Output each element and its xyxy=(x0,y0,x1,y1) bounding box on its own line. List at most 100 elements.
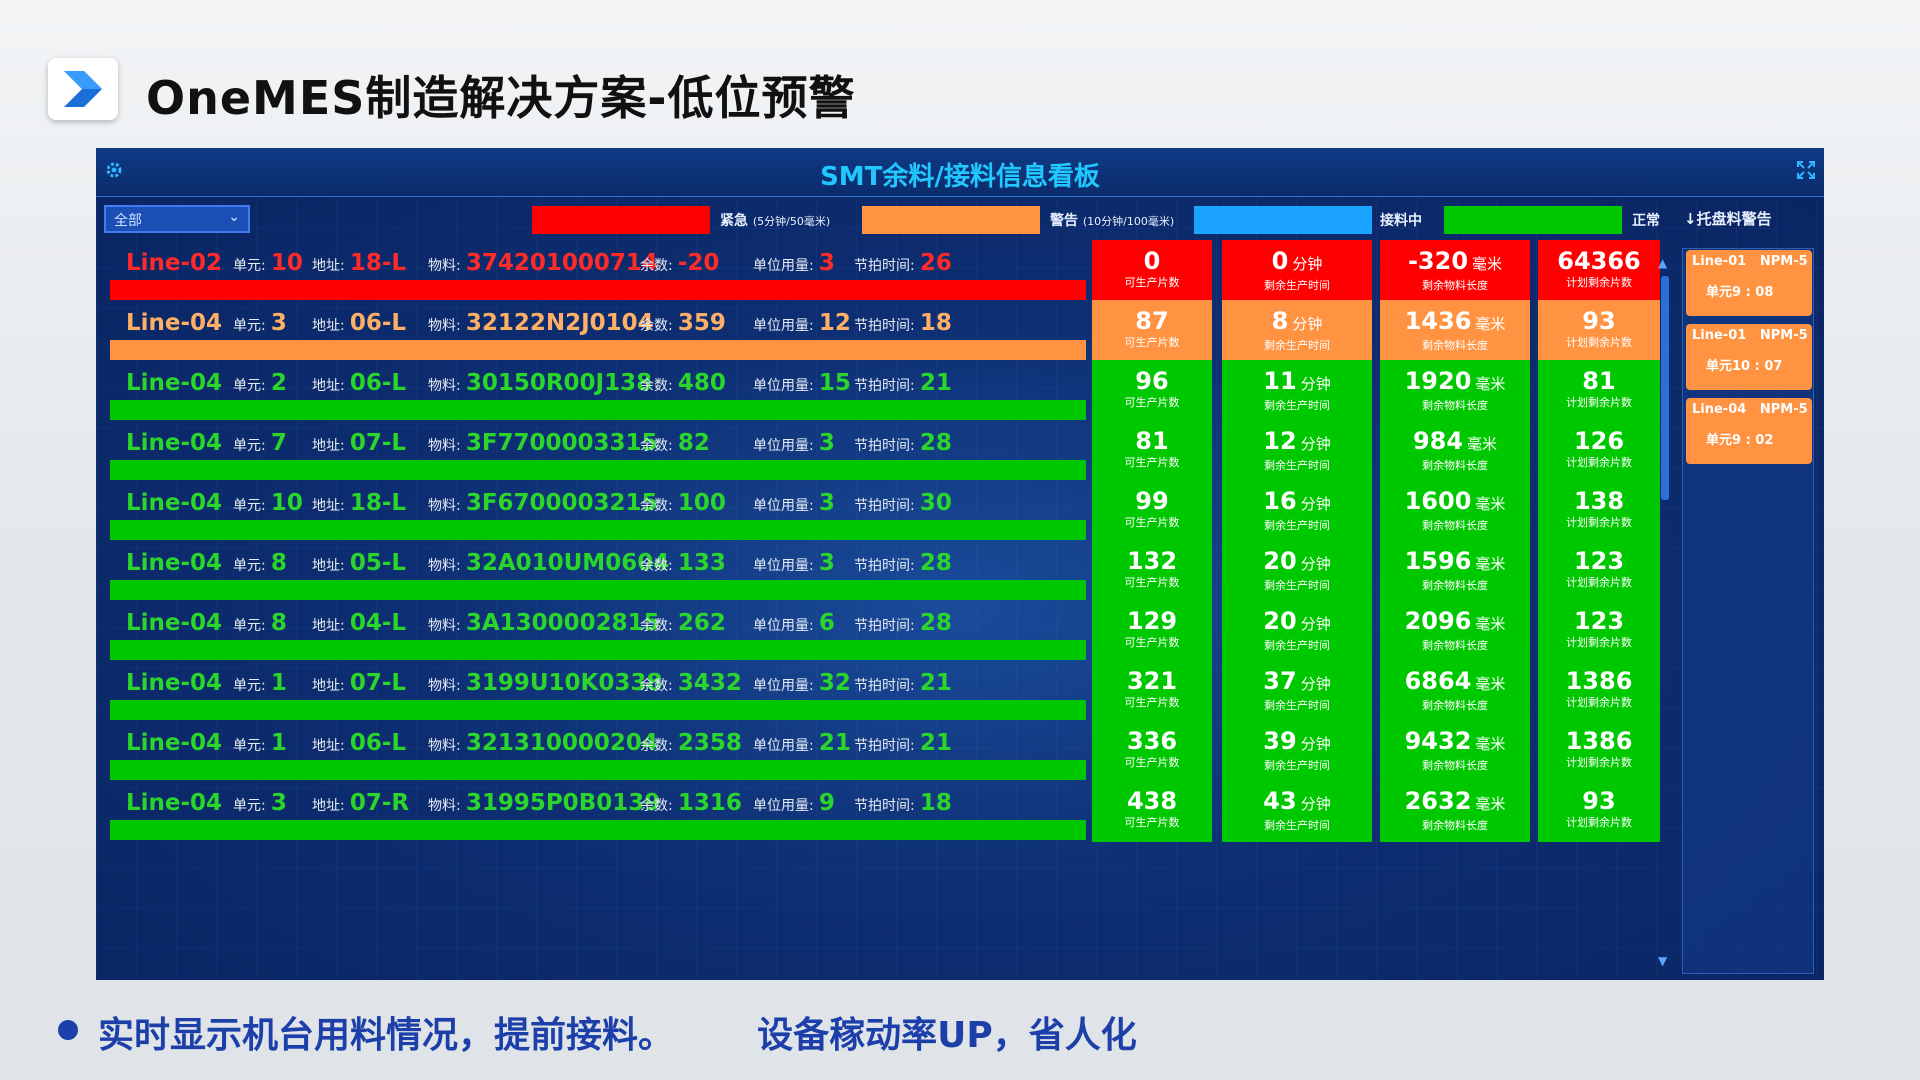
material-value: 374201000714 xyxy=(465,250,658,276)
usage-value: 3 xyxy=(818,490,835,516)
line-name: Line-04 xyxy=(126,730,223,756)
line-name: Line-04 xyxy=(126,430,223,456)
addr-label: 地址: xyxy=(312,558,345,574)
length-box: 9432 毫米 剩余物料长度 xyxy=(1380,720,1530,782)
plan-value: 123 xyxy=(1573,547,1625,575)
tray-warning-card[interactable]: Line-01 NPM-5 单元9 : 08 xyxy=(1686,250,1812,316)
length-unit: 毫米 xyxy=(1475,375,1506,393)
material-row[interactable]: Line-04 单元: 1 地址: 07-L 物料: 3199U10K0338 … xyxy=(110,660,1670,724)
minutes-unit: 分钟 xyxy=(1300,435,1331,453)
length-caption: 剩余物料长度 xyxy=(1422,339,1488,352)
tray-warning-header[interactable]: ↓托盘料警告 xyxy=(1684,210,1772,228)
material-row[interactable]: Line-02 单元: 10 地址: 18-L 物料: 374201000714… xyxy=(110,240,1670,304)
plan-caption: 计划剩余片数 xyxy=(1566,576,1632,589)
addr-value: 07-L xyxy=(349,430,407,456)
length-value: 1436 xyxy=(1404,307,1472,335)
addr-label: 地址: xyxy=(312,318,345,334)
unit-label: 单元: xyxy=(233,318,266,334)
status-bar xyxy=(110,640,1086,660)
material-row[interactable]: Line-04 单元: 2 地址: 06-L 物料: 30150R00J138 … xyxy=(110,360,1670,424)
length-unit: 毫米 xyxy=(1467,435,1498,453)
length-box: 6864 毫米 剩余物料长度 xyxy=(1380,660,1530,722)
takt-label: 节拍时间: xyxy=(854,558,915,574)
dashboard-panel: SMT余料/接料信息看板 全部 ⌄ 紧急 (5分钟/50毫米) 警告 (10分钟… xyxy=(96,148,1824,980)
plan-box: 64366 计划剩余片数 xyxy=(1538,240,1660,302)
metric-boxes: 87 可生产片数 8 分钟 剩余生产时间 1436 毫米 剩余物料长度 93 计划剩… xyxy=(1092,300,1672,362)
addr-label: 地址: xyxy=(312,798,345,814)
unit-value: 3 xyxy=(270,790,287,816)
unit-value: 7 xyxy=(270,430,287,456)
material-row[interactable]: Line-04 单元: 7 地址: 07-L 物料: 3F7700003315 … xyxy=(110,420,1670,484)
time-box: 8 分钟 剩余生产时间 xyxy=(1222,300,1372,362)
pcs-box: 87 可生产片数 xyxy=(1092,300,1212,362)
legend-swatch-warning xyxy=(862,206,1040,234)
remain-value: 262 xyxy=(677,610,726,636)
line-name: Line-04 xyxy=(126,550,223,576)
length-caption: 剩余物料长度 xyxy=(1422,579,1488,592)
usage-label: 单位用量: xyxy=(753,258,814,274)
unit-value: 2 xyxy=(270,370,287,396)
length-value: 2096 xyxy=(1404,607,1472,635)
legend-label-warning: 警告 (10分钟/100毫米) xyxy=(1050,213,1175,229)
plan-box: 126 计划剩余片数 xyxy=(1538,420,1660,482)
length-unit: 毫米 xyxy=(1475,555,1506,573)
pcs-box: 132 可生产片数 xyxy=(1092,540,1212,602)
unit-label: 单元: xyxy=(233,558,266,574)
material-label: 物料: xyxy=(428,318,461,334)
usage-value: 3 xyxy=(818,250,835,276)
scrollbar-thumb[interactable] xyxy=(1661,276,1669,500)
plan-caption: 计划剩余片数 xyxy=(1566,276,1632,289)
scroll-up-icon[interactable]: ▲ xyxy=(1658,256,1668,270)
material-row[interactable]: Line-04 单元: 10 地址: 18-L 物料: 3F6700003215… xyxy=(110,480,1670,544)
time-caption: 剩余生产时间 xyxy=(1264,459,1330,472)
remain-label: 余数: xyxy=(640,438,673,454)
line-filter-select[interactable]: 全部 ⌄ xyxy=(104,205,250,233)
status-bar xyxy=(110,820,1086,840)
plan-caption: 计划剩余片数 xyxy=(1566,756,1632,769)
addr-label: 地址: xyxy=(312,738,345,754)
status-bar xyxy=(110,280,1086,300)
material-row[interactable]: Line-04 单元: 8 地址: 04-L 物料: 3A1300002815 … xyxy=(110,600,1670,664)
remain-value: 133 xyxy=(677,550,726,576)
addr-value: 07-R xyxy=(349,790,410,816)
length-box: 2632 毫米 剩余物料长度 xyxy=(1380,780,1530,842)
row-info: Line-04 单元: 1 地址: 07-L 物料: 3199U10K0338 … xyxy=(110,670,1090,696)
metric-boxes: 96 可生产片数 11 分钟 剩余生产时间 1920 毫米 剩余物料长度 81 计划… xyxy=(1092,360,1672,422)
material-row[interactable]: Line-04 单元: 1 地址: 06-L 物料: 321310000204 … xyxy=(110,720,1670,784)
usage-label: 单位用量: xyxy=(753,558,814,574)
status-bar xyxy=(110,520,1086,540)
pcs-caption: 可生产片数 xyxy=(1124,336,1180,349)
plan-value: 1386 xyxy=(1565,727,1633,755)
tray-warning-card[interactable]: Line-04 NPM-5 单元9 : 02 xyxy=(1686,398,1812,464)
tray-warning-card[interactable]: Line-01 NPM-5 单元10 : 07 xyxy=(1686,324,1812,390)
gear-icon[interactable] xyxy=(104,160,124,184)
pcs-caption: 可生产片数 xyxy=(1124,516,1180,529)
length-box: 984 毫米 剩余物料长度 xyxy=(1380,420,1530,482)
chevron-down-icon: ⌄ xyxy=(228,209,240,225)
minutes-unit: 分钟 xyxy=(1300,615,1331,633)
metric-boxes: 0 可生产片数 0 分钟 剩余生产时间 -320 毫米 剩余物料长度 64366 计… xyxy=(1092,240,1672,302)
metric-boxes: 336 可生产片数 39 分钟 剩余生产时间 9432 毫米 剩余物料长度 1386… xyxy=(1092,720,1672,782)
scroll-down-icon[interactable]: ▼ xyxy=(1658,954,1668,968)
material-row[interactable]: Line-04 单元: 3 地址: 07-R 物料: 31995P0B0139 … xyxy=(110,780,1670,844)
plan-box: 123 计划剩余片数 xyxy=(1538,600,1660,662)
plan-box: 123 计划剩余片数 xyxy=(1538,540,1660,602)
length-value: 984 xyxy=(1412,427,1464,455)
plan-box: 1386 计划剩余片数 xyxy=(1538,660,1660,722)
unit-label: 单元: xyxy=(233,498,266,514)
warning-machine: NPM-5 xyxy=(1759,402,1808,417)
fullscreen-icon[interactable] xyxy=(1796,160,1816,184)
legend-label-urgent: 紧急 (5分钟/50毫米) xyxy=(720,213,831,229)
material-row[interactable]: Line-04 单元: 8 地址: 05-L 物料: 32A010UM0604 … xyxy=(110,540,1670,604)
material-row[interactable]: Line-04 单元: 3 地址: 06-L 物料: 32122N2J0104 … xyxy=(110,300,1670,364)
length-value: 1600 xyxy=(1404,487,1472,515)
remain-value: 100 xyxy=(677,490,726,516)
warning-machine: NPM-5 xyxy=(1759,254,1808,269)
plan-value: 64366 xyxy=(1557,247,1641,275)
usage-value: 3 xyxy=(818,430,835,456)
row-info: Line-02 单元: 10 地址: 18-L 物料: 374201000714… xyxy=(110,250,1090,276)
plan-box: 81 计划剩余片数 xyxy=(1538,360,1660,422)
pcs-value: 321 xyxy=(1126,667,1178,695)
minutes-value: 16 xyxy=(1263,487,1297,515)
takt-label: 节拍时间: xyxy=(854,618,915,634)
